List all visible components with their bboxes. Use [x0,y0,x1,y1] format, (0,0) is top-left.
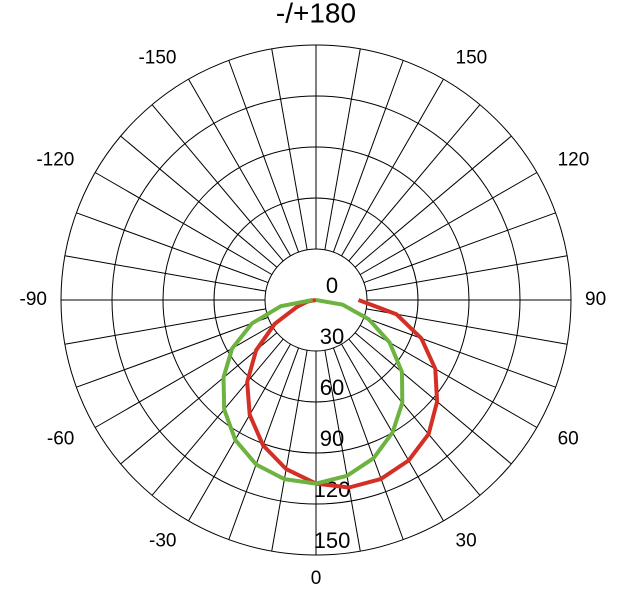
r-tick-label: 90 [320,426,344,451]
r-tick-label: 60 [320,375,344,400]
angle-tick-label: -60 [47,429,74,450]
angle-tick-label: 0 [311,568,322,589]
angle-tick-label: 60 [558,429,579,450]
grid-ring [111,95,521,505]
angle-tick-label: -/+180 [276,0,356,28]
angle-tick-label: 150 [456,47,488,68]
r-tick-label: 30 [320,324,344,349]
grid-ring [264,248,368,352]
angle-tick-label: 30 [456,531,477,552]
angle-tick-label: -120 [36,150,74,171]
angle-tick-label: 90 [585,289,606,310]
intensity-curve [221,298,405,486]
r-tick-label: 150 [314,528,351,553]
r-tick-label: 0 [326,273,338,298]
angle-tick-label: -150 [138,47,176,68]
angle-tick-label: 120 [558,150,590,171]
grid-ring [60,44,572,556]
angle-tick-label: -30 [149,531,176,552]
grid-ring [162,146,470,454]
grid-ring [213,197,419,403]
angle-tick-label: -90 [20,289,47,310]
